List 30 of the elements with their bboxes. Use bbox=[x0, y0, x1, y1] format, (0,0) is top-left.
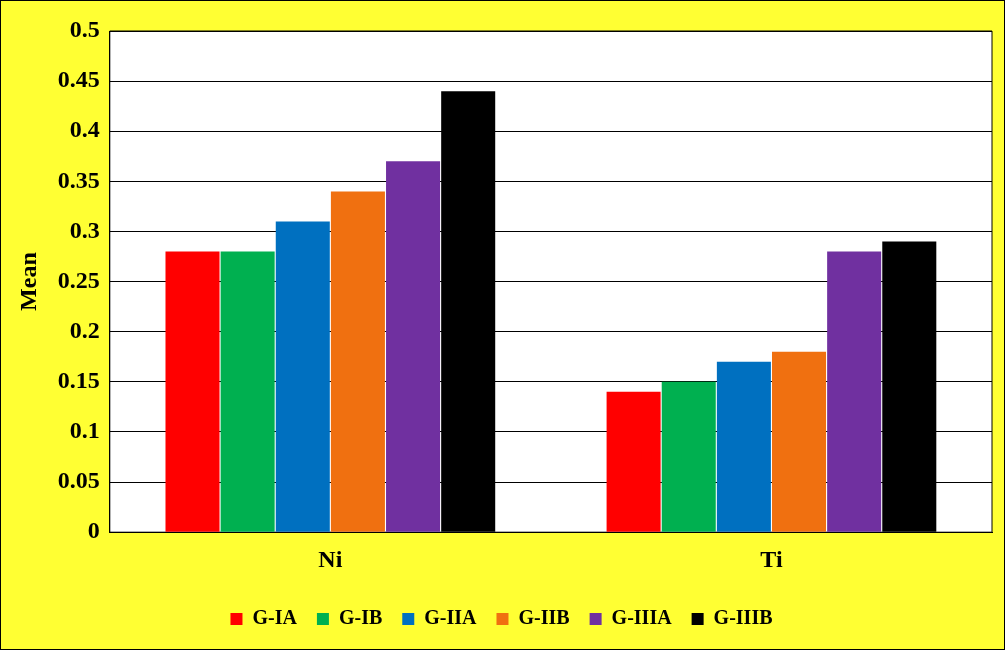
bar bbox=[772, 351, 827, 532]
bar bbox=[716, 361, 771, 532]
y-tick-label: 0.15 bbox=[57, 367, 100, 394]
bar bbox=[661, 381, 716, 532]
bar bbox=[220, 251, 275, 532]
y-tick-label: 0.2 bbox=[69, 316, 100, 343]
y-tick-label: 0.35 bbox=[57, 166, 100, 193]
legend-label: G-IIA bbox=[424, 606, 478, 629]
legend-label: G-IIB bbox=[518, 606, 570, 629]
bar bbox=[330, 191, 385, 532]
y-tick-label: 0.25 bbox=[57, 266, 100, 293]
legend-label: G-IIIB bbox=[713, 606, 773, 629]
legend-label: G-IB bbox=[338, 606, 383, 629]
y-tick-label: 0.05 bbox=[57, 467, 100, 494]
bar bbox=[165, 251, 220, 532]
legend-label: G-IA bbox=[252, 606, 298, 629]
y-tick-label: 0.5 bbox=[69, 16, 100, 43]
y-axis-title: Mean bbox=[14, 252, 41, 311]
x-tick-label: Ti bbox=[760, 545, 783, 572]
bar bbox=[386, 161, 441, 532]
y-tick-label: 0.1 bbox=[69, 417, 100, 444]
bar bbox=[827, 251, 882, 532]
x-tick-label: Ni bbox=[318, 545, 343, 572]
bar bbox=[275, 221, 330, 532]
legend-label: G-IIIA bbox=[611, 606, 673, 629]
y-tick-label: 0.4 bbox=[69, 116, 100, 143]
bar bbox=[606, 391, 661, 532]
y-tick-label: 0.45 bbox=[57, 66, 100, 93]
y-tick-label: 0 bbox=[87, 517, 100, 544]
y-tick-label: 0.3 bbox=[69, 216, 100, 243]
